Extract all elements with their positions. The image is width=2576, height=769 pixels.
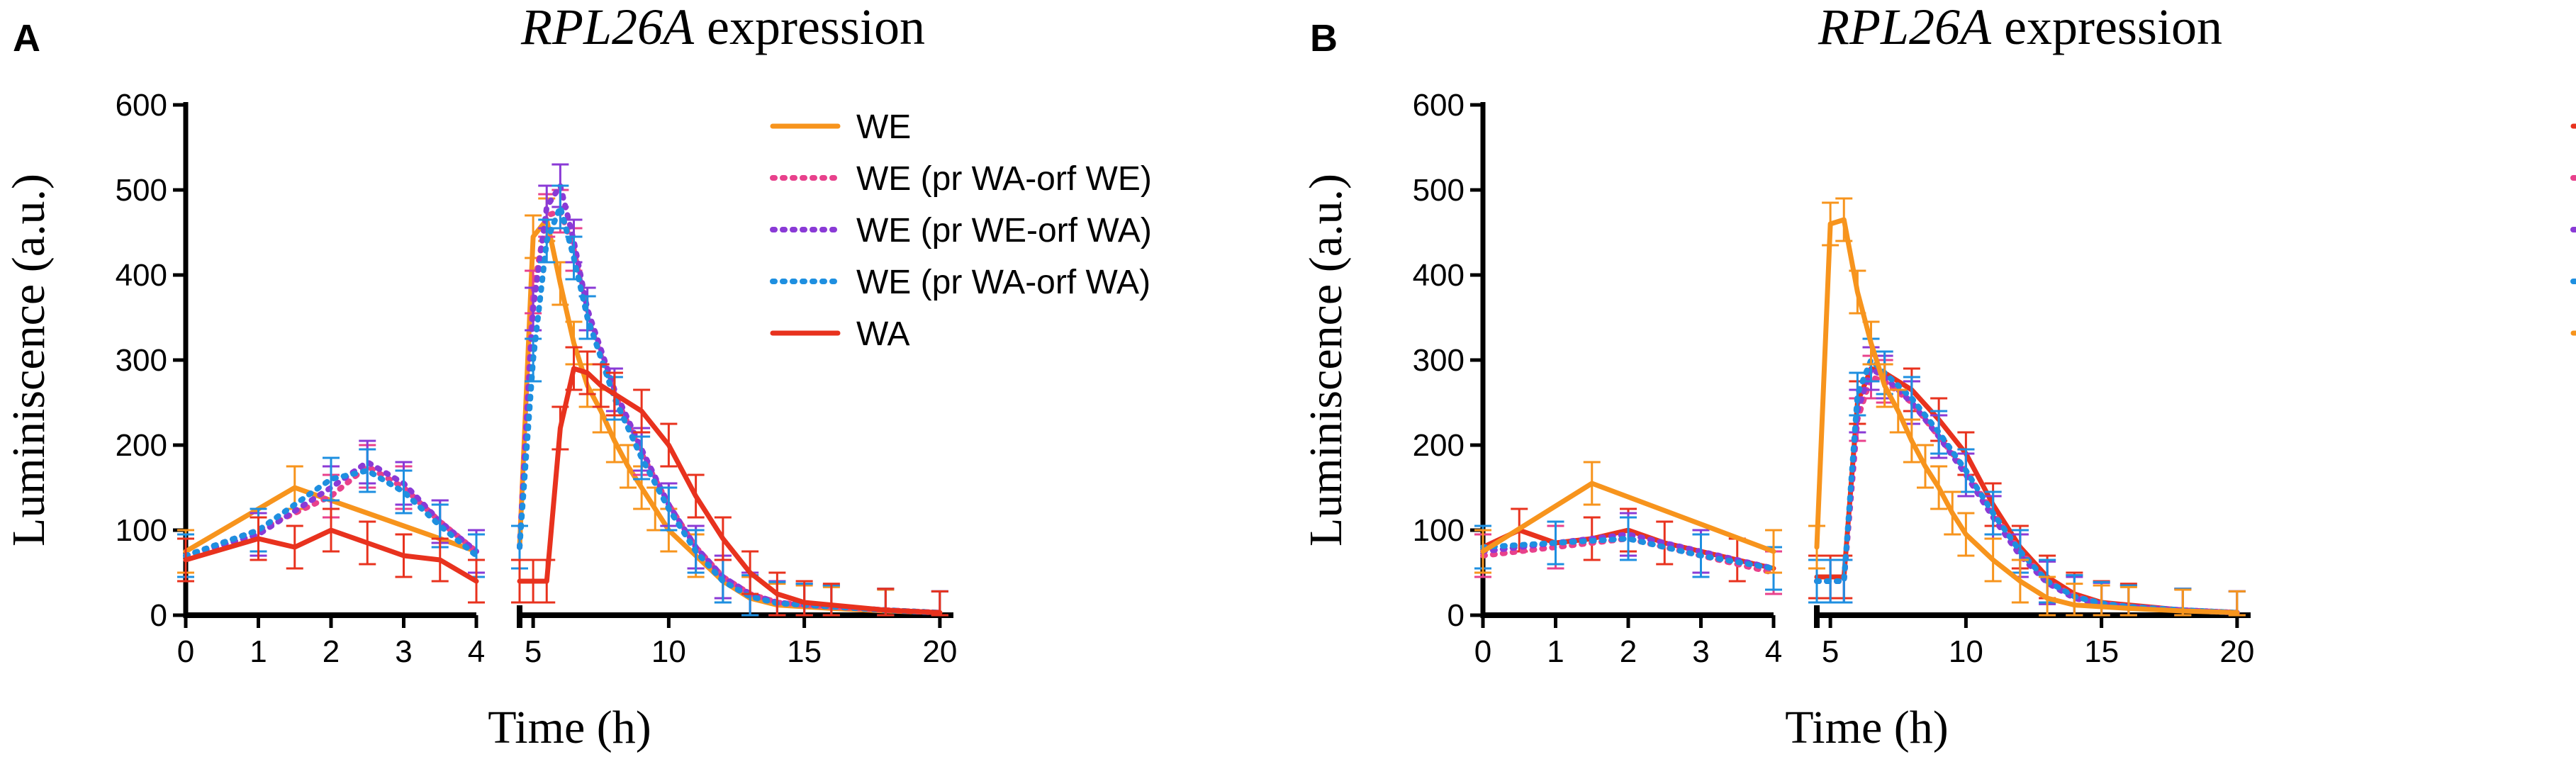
legend-label: WA bbox=[856, 315, 910, 353]
y-tick-label: 200 bbox=[1413, 428, 1465, 463]
y-axis-label: Luminiscence (a.u.) bbox=[3, 174, 55, 546]
title-gene: RPL26A bbox=[520, 0, 695, 55]
series-line bbox=[517, 366, 943, 615]
x-tick-label: 0 bbox=[177, 634, 194, 669]
chart-title: RPL26A expression bbox=[1818, 0, 2222, 55]
series-3 bbox=[177, 184, 948, 617]
y-tick-label: 500 bbox=[1413, 173, 1465, 208]
chart-panel-b: B RPL26A expression0100200300400500600Lum… bbox=[1300, 0, 2576, 753]
title-rest: expression bbox=[694, 0, 925, 55]
series-4 bbox=[1474, 197, 2246, 617]
series-3 bbox=[1474, 337, 2246, 617]
legend: WAWA (pr WE-orf WA)WA (pr WA-orf WE)WA (… bbox=[2570, 123, 2576, 336]
legend-label: WE (pr WE-orf WA) bbox=[856, 212, 1152, 249]
legend-label: WE (pr WA-orf WA) bbox=[856, 264, 1150, 301]
x-tick-label: 3 bbox=[1692, 634, 1709, 669]
y-tick-label: 300 bbox=[116, 343, 167, 378]
y-tick-label: 400 bbox=[1413, 258, 1465, 293]
x-tick-label: 1 bbox=[1547, 634, 1564, 669]
x-tick-label: 4 bbox=[1765, 634, 1782, 669]
y-tick-label: 200 bbox=[116, 428, 167, 463]
y-tick-label: 0 bbox=[1447, 598, 1465, 633]
x-tick-label: 10 bbox=[1949, 634, 1983, 669]
x-tick-label: 20 bbox=[2219, 634, 2254, 669]
x-tick-label: 2 bbox=[1620, 634, 1637, 669]
x-axis-label: Time (h) bbox=[1785, 702, 1948, 753]
y-axis-label: Luminiscence (a.u.) bbox=[1300, 174, 1352, 546]
y-tick-label: 500 bbox=[116, 173, 167, 208]
x-tick-label: 15 bbox=[2084, 634, 2119, 669]
x-tick-label: 20 bbox=[922, 634, 957, 669]
panel-letter: A bbox=[13, 17, 40, 60]
y-tick-label: 600 bbox=[116, 88, 167, 123]
legend-label: WE bbox=[856, 108, 911, 146]
y-tick-label: 600 bbox=[1413, 88, 1465, 123]
x-tick-label: 4 bbox=[468, 634, 485, 669]
series-line bbox=[1814, 217, 2240, 615]
chart-title: RPL26A expression bbox=[520, 0, 925, 55]
series-1 bbox=[177, 189, 948, 617]
series-line bbox=[1480, 536, 1776, 571]
legend: WE WE (pr WA-orf WE) WE (pr WE-orf WA) WE (… bbox=[770, 108, 1152, 353]
x-axis-label: Time (h) bbox=[488, 702, 651, 753]
x-tick-label: 3 bbox=[395, 634, 412, 669]
y-tick-label: 400 bbox=[116, 258, 167, 293]
title-gene: RPL26A bbox=[1818, 0, 1992, 55]
x-tick-label: 2 bbox=[323, 634, 340, 669]
y-tick-label: 0 bbox=[150, 598, 167, 633]
chart-panel-a: A RPL26A expression0100200300400500600Lum… bbox=[3, 0, 1152, 753]
x-tick-label: 15 bbox=[787, 634, 822, 669]
panel-letter: B bbox=[1310, 17, 1338, 60]
y-tick-label: 100 bbox=[1413, 513, 1465, 548]
title-rest: expression bbox=[1991, 0, 2222, 55]
x-tick-label: 5 bbox=[1822, 634, 1839, 669]
y-tick-label: 100 bbox=[116, 513, 167, 548]
x-tick-label: 0 bbox=[1474, 634, 1491, 669]
y-tick-label: 300 bbox=[1413, 343, 1465, 378]
legend-label: WE (pr WA-orf WE) bbox=[856, 160, 1152, 198]
series-4 bbox=[177, 346, 948, 617]
series-line bbox=[183, 527, 479, 584]
x-tick-label: 5 bbox=[525, 634, 542, 669]
x-tick-label: 10 bbox=[651, 634, 686, 669]
x-tick-label: 1 bbox=[250, 634, 267, 669]
